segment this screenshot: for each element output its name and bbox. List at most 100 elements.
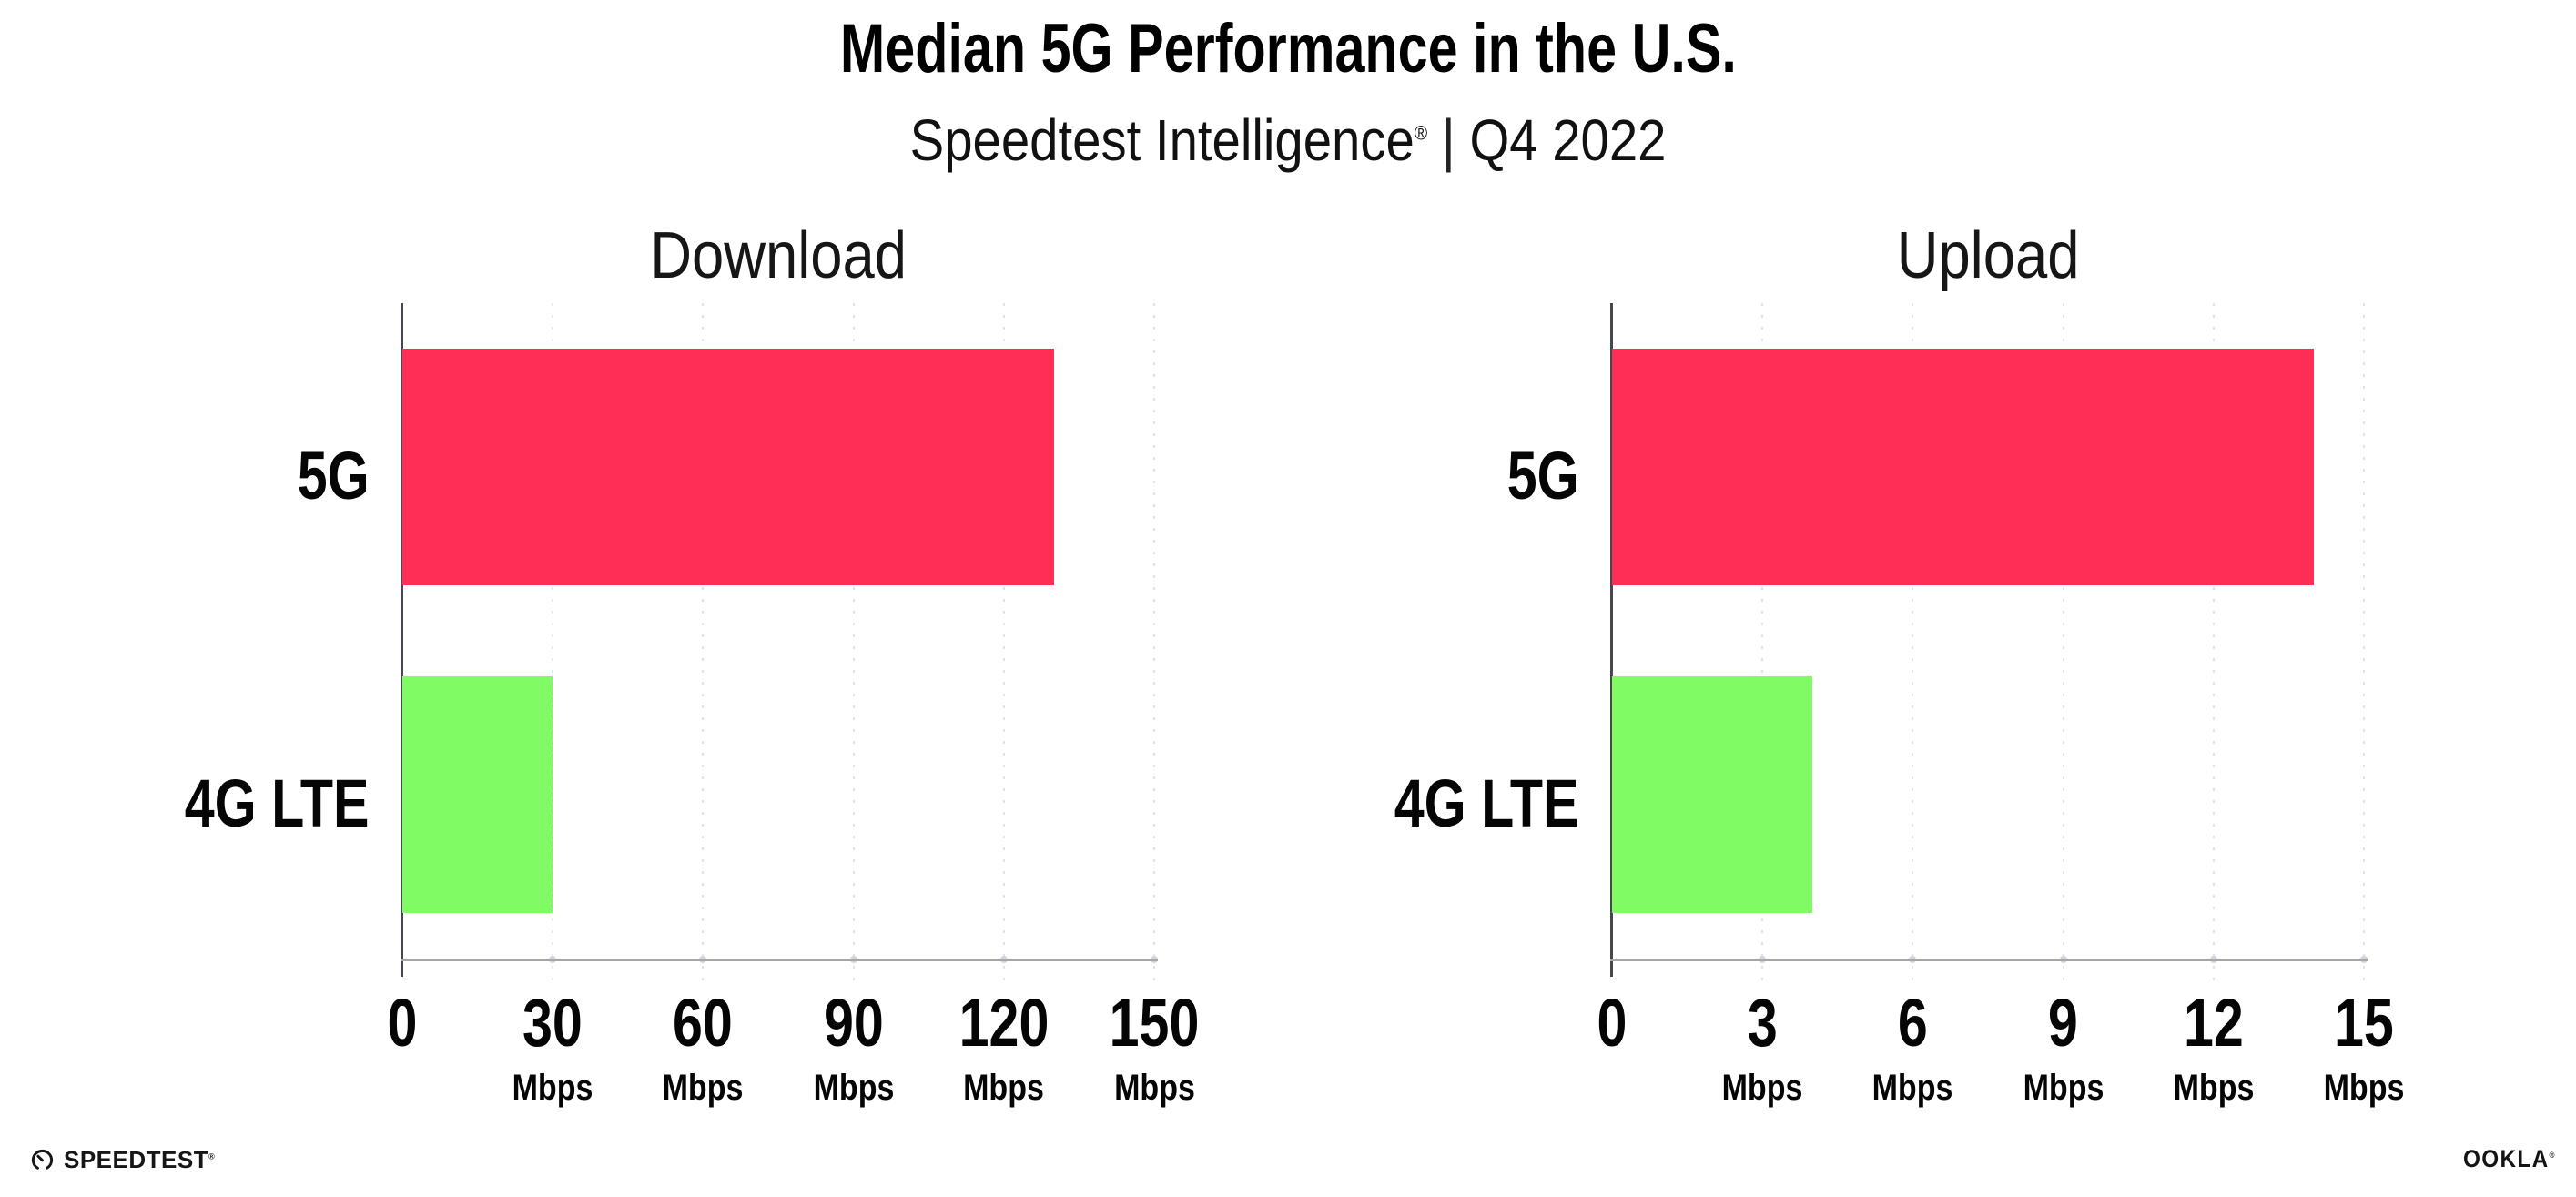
tick-unit-label: Mbps bbox=[1098, 1070, 1210, 1106]
tick-number: 6 bbox=[1865, 989, 1960, 1057]
category-label-5g-download: 5G bbox=[0, 431, 370, 522]
tick-unit-text: Mbps bbox=[963, 1068, 1045, 1108]
panel-title-text: Download bbox=[650, 219, 907, 292]
page-title-text: Median 5G Performance in the U.S. bbox=[839, 10, 1737, 87]
tick-unit-label: Mbps bbox=[948, 1070, 1060, 1106]
chart-subtitle: Speedtest Intelligence® | Q4 2022 bbox=[0, 111, 2576, 169]
tick-number-text: 60 bbox=[673, 985, 734, 1060]
gridline-15 bbox=[2363, 303, 2365, 988]
bar-5g-download bbox=[402, 349, 1054, 585]
tick-number: 9 bbox=[2015, 989, 2110, 1057]
tick-unit-label: Mbps bbox=[655, 1070, 750, 1106]
x-tick-60: 60 Mbps bbox=[655, 989, 750, 1107]
category-label-text: 5G bbox=[298, 438, 370, 513]
tick-number-text: 30 bbox=[522, 985, 583, 1060]
tick-number: 0 bbox=[1593, 989, 1630, 1057]
ookla-wordmark-text: OOKLA bbox=[2463, 1144, 2550, 1172]
x-tick-0: 0 bbox=[1593, 989, 1630, 1057]
category-label-5g-upload: 5G bbox=[0, 431, 1579, 522]
tick-unit-text: Mbps bbox=[1721, 1068, 1803, 1108]
y-axis-line-upload bbox=[1610, 303, 1613, 977]
tick-number: 90 bbox=[806, 989, 900, 1057]
tick-unit-text: Mbps bbox=[663, 1068, 744, 1108]
x-tick-0: 0 bbox=[383, 989, 421, 1057]
tick-unit-label: Mbps bbox=[1865, 1070, 1960, 1106]
x-tick-6: 6 Mbps bbox=[1865, 989, 1960, 1107]
tick-number: 60 bbox=[655, 989, 750, 1057]
panel-title-upload: Upload bbox=[1612, 223, 2364, 289]
category-label-text: 4G LTE bbox=[185, 766, 370, 841]
tick-number: 120 bbox=[948, 989, 1060, 1057]
tick-unit-text: Mbps bbox=[1113, 1068, 1195, 1108]
registered-trademark-icon: ® bbox=[1414, 121, 1428, 145]
gridline-90 bbox=[852, 303, 855, 988]
tick-unit-label: Mbps bbox=[1715, 1070, 1810, 1106]
category-label-text: 4G LTE bbox=[1394, 766, 1579, 841]
tick-number: 0 bbox=[383, 989, 421, 1057]
subtitle-product: Speedtest Intelligence bbox=[909, 107, 1415, 173]
chart-subtitle-text: Speedtest Intelligence® | Q4 2022 bbox=[910, 111, 1667, 169]
x-tick-120: 120 Mbps bbox=[948, 989, 1060, 1107]
x-tick-15: 15 Mbps bbox=[2317, 989, 2411, 1107]
gridline-60 bbox=[702, 303, 705, 988]
speedtest-trademark-icon: ® bbox=[208, 1151, 216, 1161]
x-tick-30: 30 Mbps bbox=[505, 989, 600, 1107]
tick-number-text: 150 bbox=[1109, 985, 1200, 1060]
tick-number-text: 12 bbox=[2183, 985, 2244, 1060]
gridline-150 bbox=[1153, 303, 1155, 988]
category-label-text: 5G bbox=[1507, 438, 1579, 513]
gridline-120 bbox=[1002, 303, 1005, 988]
x-tick-150: 150 Mbps bbox=[1098, 989, 1210, 1107]
tick-unit-text: Mbps bbox=[813, 1068, 894, 1108]
bar-4g-lte-upload bbox=[1612, 676, 1813, 913]
tick-unit-label: Mbps bbox=[806, 1070, 900, 1106]
subtitle-separator: | bbox=[1441, 107, 1455, 173]
gridline-3 bbox=[1761, 303, 1764, 988]
tick-number: 30 bbox=[505, 989, 600, 1057]
tick-number-text: 6 bbox=[1897, 985, 1928, 1060]
tick-number: 3 bbox=[1715, 989, 1810, 1057]
tick-number-text: 0 bbox=[387, 985, 418, 1060]
gridline-30 bbox=[552, 303, 554, 988]
category-label-4g-lte-upload: 4G LTE bbox=[0, 758, 1579, 849]
tick-number-text: 120 bbox=[958, 985, 1050, 1060]
tick-unit-label: Mbps bbox=[2317, 1070, 2411, 1106]
x-tick-90: 90 Mbps bbox=[806, 989, 900, 1107]
tick-number-text: 90 bbox=[823, 985, 884, 1060]
tick-unit-label: Mbps bbox=[2015, 1070, 2110, 1106]
tick-unit-label: Mbps bbox=[505, 1070, 600, 1106]
tick-unit-text: Mbps bbox=[2023, 1068, 2104, 1108]
ookla-trademark-icon: ® bbox=[2549, 1150, 2555, 1160]
tick-unit-text: Mbps bbox=[2173, 1068, 2255, 1108]
bar-5g-upload bbox=[1612, 349, 2314, 585]
x-axis-line-upload bbox=[1610, 959, 2368, 961]
x-tick-12: 12 Mbps bbox=[2166, 989, 2261, 1107]
tick-unit-label: Mbps bbox=[2166, 1070, 2261, 1106]
page-title: Median 5G Performance in the U.S. bbox=[0, 15, 2576, 84]
x-tick-3: 3 Mbps bbox=[1715, 989, 1810, 1107]
tick-number-text: 15 bbox=[2334, 985, 2394, 1060]
speedtest-logo: SPEEDTEST® bbox=[30, 1141, 215, 1178]
gridline-9 bbox=[2062, 303, 2064, 988]
tick-unit-text: Mbps bbox=[1872, 1068, 1953, 1108]
tick-number-text: 3 bbox=[1747, 985, 1778, 1060]
speedtest-gauge-icon bbox=[30, 1148, 55, 1172]
category-label-4g-lte-download: 4G LTE bbox=[0, 758, 370, 849]
tick-number-text: 9 bbox=[2048, 985, 2079, 1060]
tick-unit-text: Mbps bbox=[512, 1068, 593, 1108]
ookla-logo: OOKLA® bbox=[2463, 1143, 2565, 1174]
tick-number: 12 bbox=[2166, 989, 2261, 1057]
speedtest-wordmark-text: SPEEDTEST bbox=[64, 1146, 209, 1173]
speedtest-wordmark: SPEEDTEST® bbox=[64, 1148, 215, 1172]
tick-unit-text: Mbps bbox=[2323, 1068, 2405, 1108]
tick-number: 150 bbox=[1098, 989, 1210, 1057]
subtitle-period: Q4 2022 bbox=[1469, 107, 1667, 173]
panel-title-text: Upload bbox=[1896, 219, 2080, 292]
tick-number: 15 bbox=[2317, 989, 2411, 1057]
ookla-wordmark: OOKLA® bbox=[2463, 1144, 2555, 1172]
tick-number-text: 0 bbox=[1597, 985, 1628, 1060]
bar-4g-lte-download bbox=[402, 676, 553, 913]
gridline-6 bbox=[1912, 303, 1914, 988]
y-axis-line-download bbox=[401, 303, 403, 977]
